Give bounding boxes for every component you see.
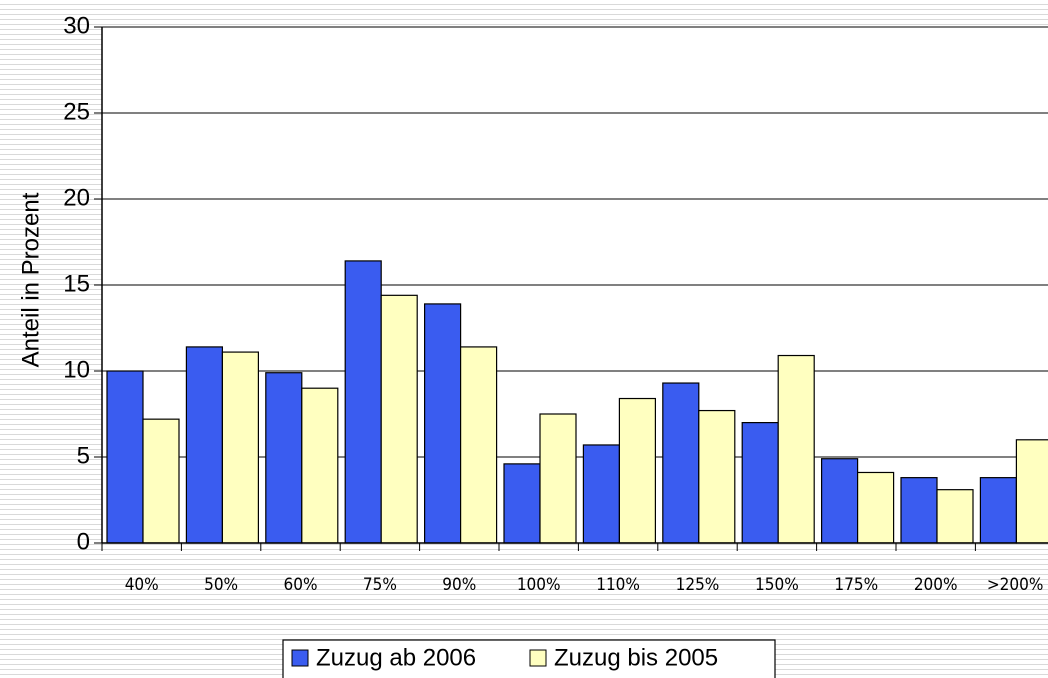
x-tick-label: 200% [914,575,958,595]
bar [1015,439,1048,544]
y-axis-title: Anteil in Prozent [17,192,44,367]
x-tick-label: >200% [987,575,1044,595]
x-tick-label: 175% [834,575,878,595]
bar [424,303,462,544]
bar [221,351,259,544]
x-tick-label: 150% [755,575,799,595]
x-tick-label: 90% [442,575,476,595]
y-tick-label: 20 [63,184,90,211]
bar [856,471,895,544]
x-tick-label: 50% [204,575,238,595]
bar [460,346,498,544]
y-tick-label: 30 [63,12,90,39]
bar [618,397,657,544]
bar [265,372,303,544]
bar [142,418,180,544]
bar [741,422,779,544]
bar [820,458,859,544]
x-tick-label: 60% [284,575,318,595]
legend-swatch [291,649,309,667]
bar [185,346,223,544]
legend-label: Zuzug ab 2006 [316,644,476,671]
bar [106,370,144,544]
bar [936,489,974,544]
bar [698,409,736,544]
x-tick-label: 75% [363,575,397,595]
bar [900,477,938,544]
x-tick-label: 100% [517,575,561,595]
x-tick-label: 110% [596,575,640,595]
bar [503,463,541,544]
legend-label: Zuzug bis 2005 [554,644,718,671]
y-tick-label: 25 [63,98,90,125]
legend-swatch [529,649,547,667]
y-tick-label: 10 [63,356,90,383]
bar [979,477,1018,544]
bar [344,260,382,544]
bar [582,444,621,544]
legend-box [282,639,776,678]
y-tick-label: 0 [77,528,90,555]
bar [539,413,577,544]
bar [301,387,339,544]
bar [380,294,418,544]
bar [777,354,815,544]
x-tick-label: 40% [125,575,159,595]
x-tick-label: 125% [676,575,720,595]
y-tick-label: 15 [63,270,90,297]
y-tick-label: 5 [77,442,90,469]
bar [662,382,700,544]
